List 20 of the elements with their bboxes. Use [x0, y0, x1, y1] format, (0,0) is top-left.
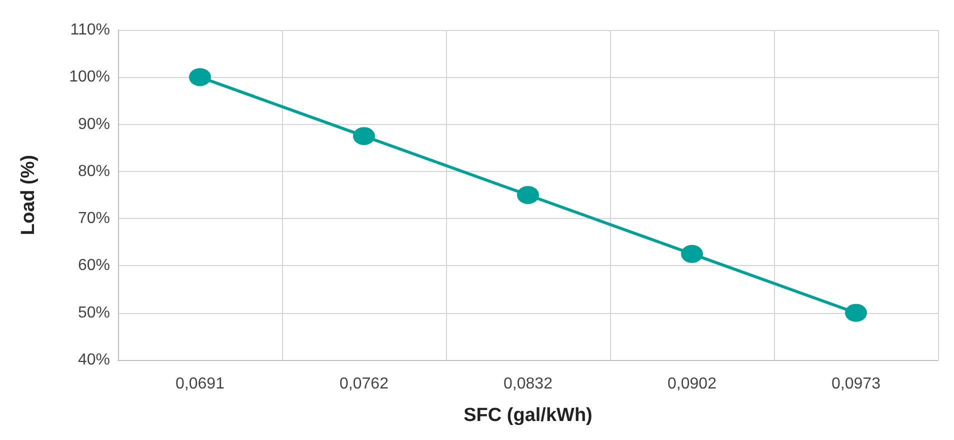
y-tick-label: 40% [78, 352, 110, 368]
y-tick-label: 80% [78, 162, 110, 180]
y-tick-label: 110% [70, 22, 110, 38]
point [681, 244, 703, 263]
y-tick-label: 70% [78, 210, 110, 228]
point [845, 304, 867, 322]
x-tick-label: 0,0902 [668, 376, 717, 392]
y-axis-title: Load (%) [18, 154, 39, 236]
y-tick-label: 50% [78, 304, 110, 322]
x-tick-label: 0,0762 [340, 376, 389, 392]
point [189, 68, 211, 86]
x-tick-label: 0,0973 [832, 376, 881, 392]
y-tick-label: 60% [78, 257, 110, 274]
x-tick-label: 0,0691 [176, 376, 225, 392]
point [517, 186, 539, 204]
point [353, 127, 375, 146]
x-tick-label: 0,0832 [504, 376, 553, 392]
y-tick-label: 100% [69, 68, 110, 86]
y-tick-label: 90% [78, 116, 110, 133]
x-axis-title: SFC (gal/kWh) [464, 405, 592, 426]
